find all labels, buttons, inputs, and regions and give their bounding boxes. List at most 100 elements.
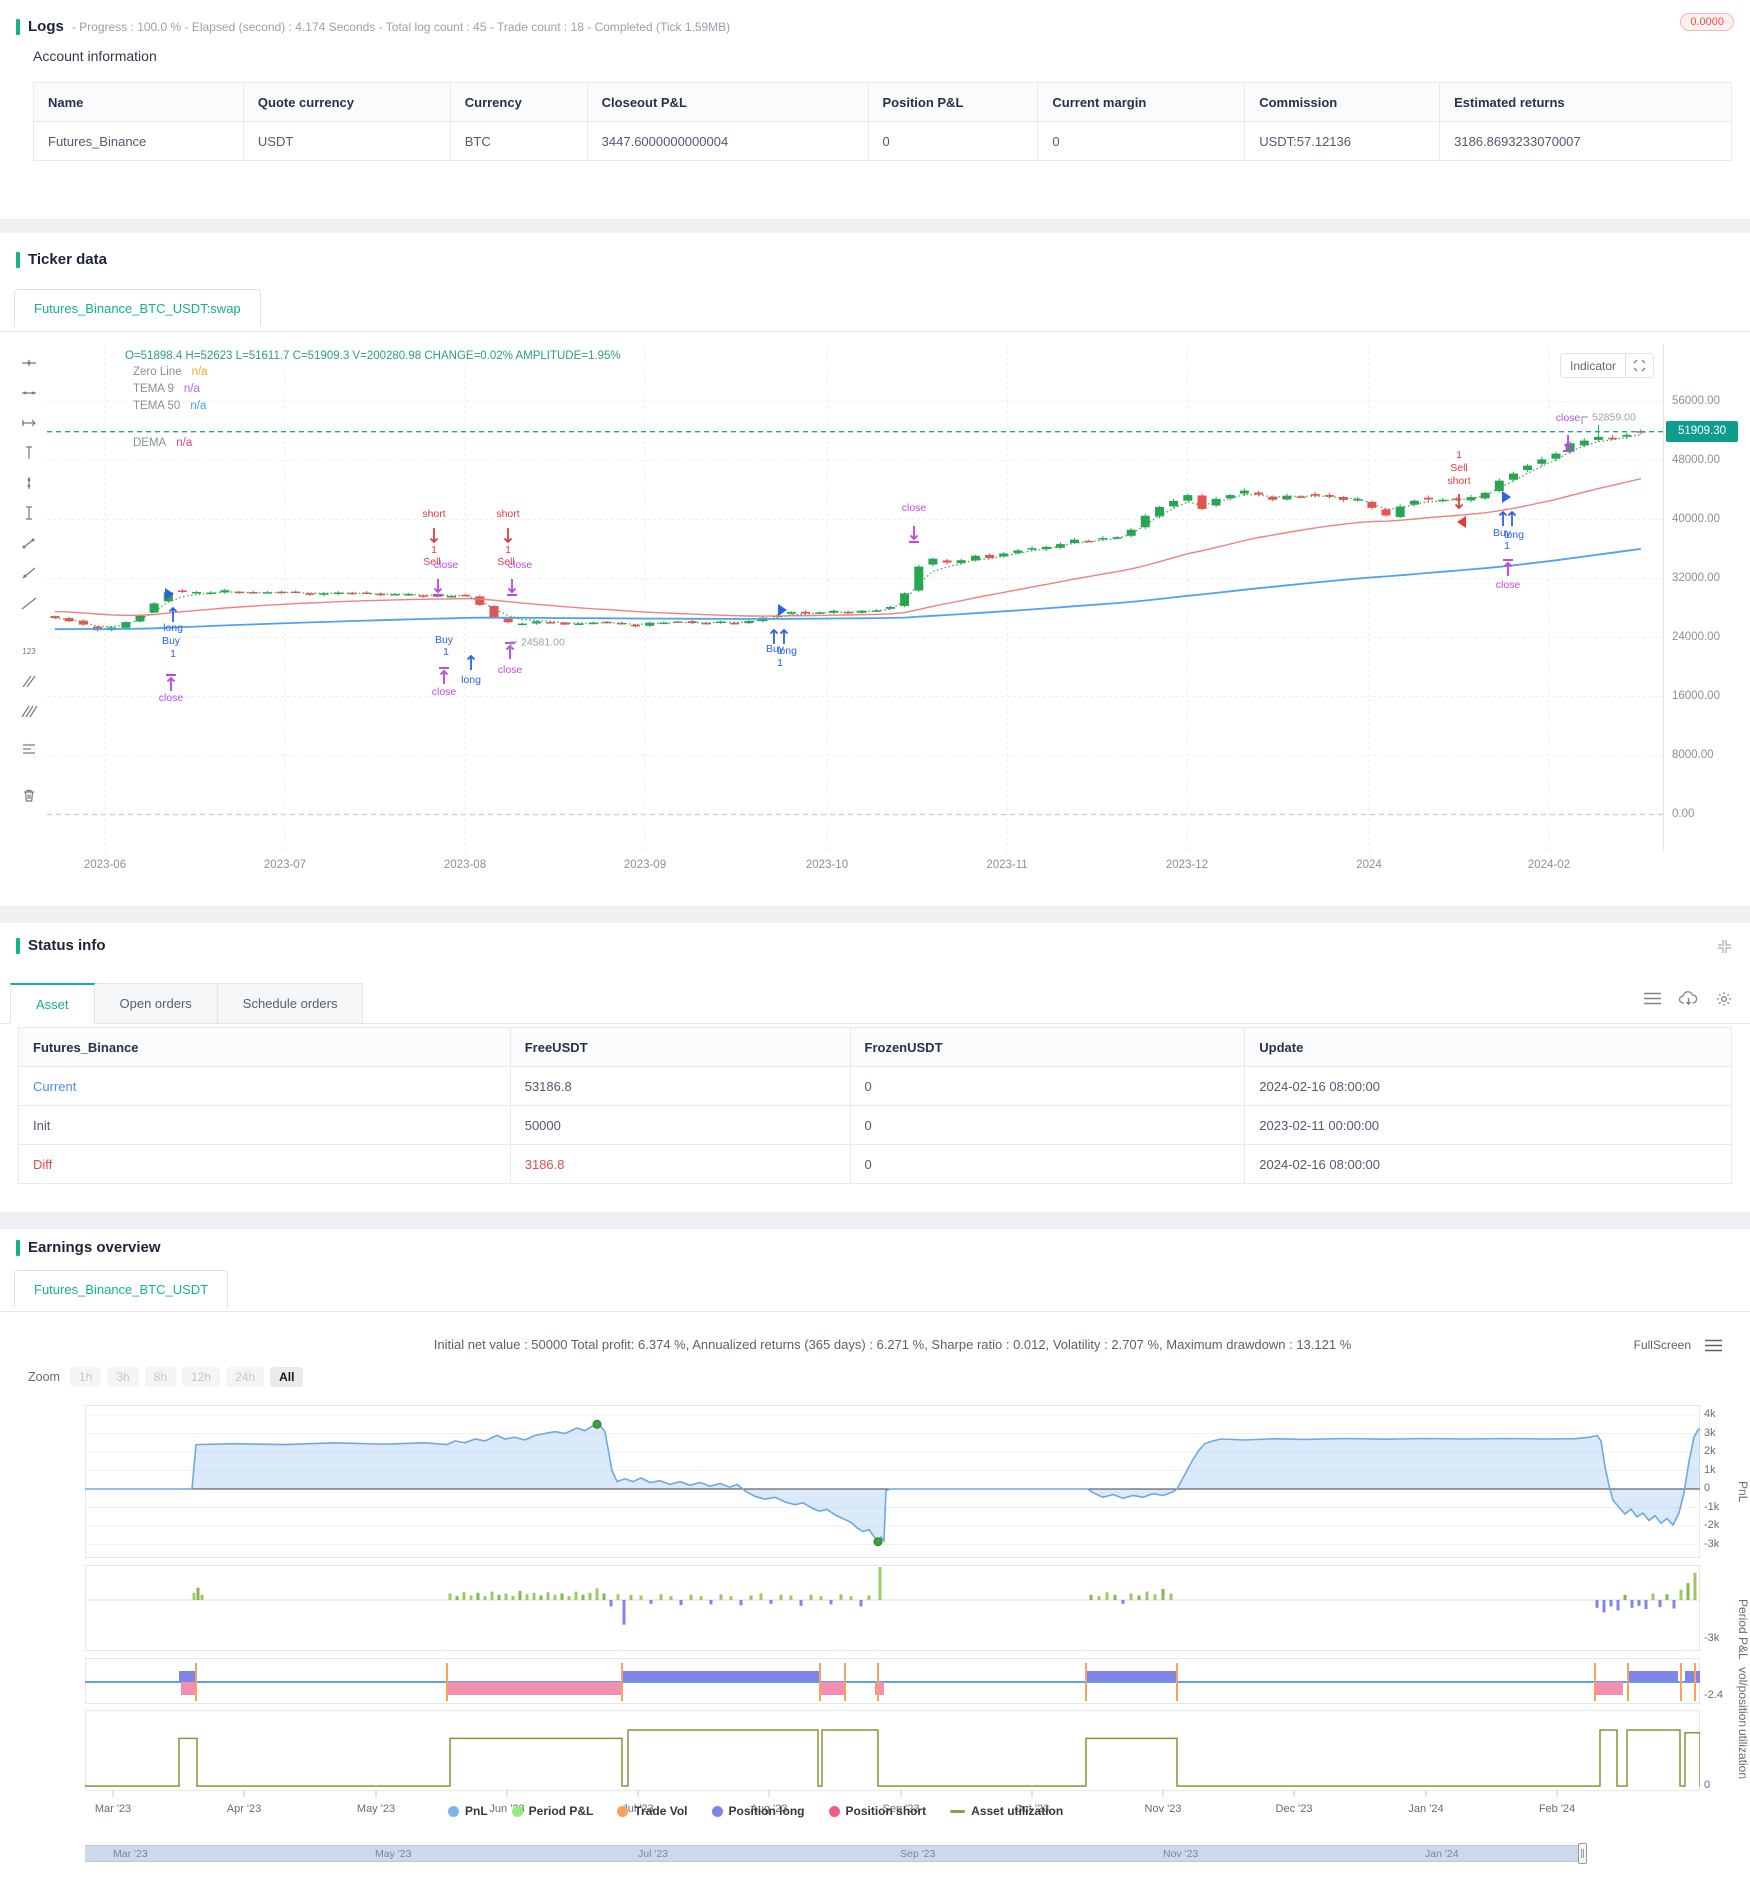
svg-text:Buy: Buy bbox=[1493, 527, 1512, 539]
log-counter-badge[interactable]: 0.0000 bbox=[1680, 13, 1734, 31]
date-tick: 2023-12 bbox=[1165, 859, 1209, 871]
table-row[interactable]: Current 53186.8 0 2024-02-16 08:00:00 bbox=[18, 1066, 1732, 1106]
numbers-icon[interactable]: 123 bbox=[15, 637, 43, 665]
date-tick: 2023-11 bbox=[986, 859, 1028, 871]
legend-item-position-short[interactable]: Position short bbox=[828, 1804, 926, 1818]
svg-text:close: close bbox=[498, 664, 523, 676]
column-header: Quote currency bbox=[242, 82, 451, 122]
panel-axis-title: utilization bbox=[1736, 1729, 1750, 1780]
table-row[interactable]: Diff 3186.8 0 2024-02-16 08:00:00 bbox=[18, 1144, 1732, 1184]
ticker-title: Ticker data bbox=[28, 251, 107, 268]
extended-vline-icon[interactable] bbox=[15, 499, 43, 527]
svg-text:short: short bbox=[1447, 475, 1470, 487]
chart-menu-icon[interactable] bbox=[1705, 1339, 1722, 1352]
svg-text:123: 123 bbox=[22, 647, 36, 656]
pnl-tick: -3k bbox=[1704, 1538, 1720, 1550]
date-tick: 2023-08 bbox=[443, 859, 487, 871]
legend-item-pnl[interactable]: PnL bbox=[448, 1804, 488, 1818]
zoom-button-24h[interactable]: 24h bbox=[226, 1367, 265, 1387]
equity-chart[interactable] bbox=[85, 1405, 1700, 1800]
price-tick: 0.00 bbox=[1672, 808, 1695, 820]
price-tick: 24000.00 bbox=[1672, 631, 1720, 643]
levels-icon[interactable] bbox=[15, 735, 43, 763]
segment-icon[interactable] bbox=[15, 589, 43, 617]
collapse-icon[interactable] bbox=[1717, 939, 1732, 959]
month-tick: Sep '23 bbox=[882, 1803, 920, 1815]
tab-open-orders[interactable]: Open orders bbox=[94, 983, 218, 1024]
table-cell: Diff bbox=[18, 1144, 511, 1184]
zoom-button-1h[interactable]: 1h bbox=[69, 1367, 102, 1387]
month-tick: Nov '23 bbox=[1144, 1803, 1182, 1815]
delete-icon[interactable] bbox=[15, 781, 43, 809]
date-tick: 2023-09 bbox=[623, 859, 667, 871]
price-line-icon[interactable] bbox=[15, 469, 43, 497]
table-cell: 50000 bbox=[509, 1105, 851, 1145]
tab-asset[interactable]: Asset bbox=[10, 983, 95, 1024]
indicator-button[interactable]: Indicator bbox=[1560, 353, 1655, 378]
svg-text:1: 1 bbox=[777, 657, 783, 669]
zoom-button-8h[interactable]: 8h bbox=[144, 1367, 177, 1387]
table-cell: 2023-02-11 00:00:00 bbox=[1244, 1105, 1732, 1145]
month-tick: Dec '23 bbox=[1275, 1803, 1313, 1815]
svg-text:Sell: Sell bbox=[497, 556, 515, 568]
measure-icon[interactable] bbox=[15, 379, 43, 407]
vertical-line-icon[interactable] bbox=[15, 439, 43, 467]
expand-icon[interactable] bbox=[1626, 359, 1653, 372]
svg-text:Buy: Buy bbox=[162, 635, 181, 647]
navigator-month-label: Jul '23 bbox=[638, 1848, 669, 1860]
zoom-button-all[interactable]: All bbox=[270, 1367, 304, 1387]
svg-text:close: close bbox=[432, 686, 457, 698]
tab-futures-binance-btc-usdt-swap[interactable]: Futures_Binance_BTC_USDT:swap bbox=[14, 289, 261, 327]
zoom-button-3h[interactable]: 3h bbox=[107, 1367, 139, 1387]
ray-icon[interactable] bbox=[15, 559, 43, 587]
chart-drawing-toolbar: 123 bbox=[12, 349, 46, 811]
month-tick: Mar '23 bbox=[94, 1803, 132, 1815]
pnl-tick: 0 bbox=[1704, 1482, 1711, 1494]
legend-item-position-long[interactable]: Position long bbox=[711, 1804, 805, 1818]
legend-marker bbox=[711, 1805, 723, 1817]
table-row[interactable]: Futures_Binance USDT BTC 3447.6000000000004… bbox=[33, 121, 1732, 161]
month-tick: May '23 bbox=[356, 1803, 396, 1815]
column-header: Currency bbox=[449, 82, 588, 122]
pitchfork-icon[interactable] bbox=[15, 697, 43, 725]
price-tick: 8000.00 bbox=[1672, 749, 1714, 761]
candlestick-chart[interactable]: longBuy1closeshort1SellcloseBuy1closesho… bbox=[47, 345, 1663, 851]
indicator-readout-dema: DEMA n/a bbox=[133, 437, 193, 449]
asset-table: Futures_Binance FreeUSDT FrozenUSDT Update C… bbox=[18, 1027, 1732, 1184]
navigator-handle[interactable] bbox=[1578, 1843, 1587, 1864]
tab-futures-binance-btc-usdt[interactable]: Futures_Binance_BTC_USDT bbox=[14, 1270, 229, 1308]
date-tick: 2023-07 bbox=[263, 859, 307, 871]
legend-item-trade-vol[interactable]: Trade Vol bbox=[617, 1804, 688, 1818]
pnl-tick: 2k bbox=[1704, 1445, 1716, 1457]
zoom-button-12h[interactable]: 12h bbox=[182, 1367, 221, 1387]
price-tick: 56000.00 bbox=[1672, 395, 1720, 407]
svg-text:1: 1 bbox=[1456, 449, 1462, 461]
svg-text:close: close bbox=[508, 559, 533, 571]
crosshair-icon[interactable] bbox=[15, 349, 43, 377]
zoom-label: Zoom bbox=[28, 1370, 60, 1384]
table-cell: BTC bbox=[449, 121, 588, 161]
fullscreen-label[interactable]: FullScreen bbox=[1633, 1338, 1691, 1352]
gear-icon[interactable] bbox=[1716, 991, 1732, 1012]
navigator-bar[interactable]: Mar '23 May '23 Jul '23 Sep '23 Nov '23 Jan '… bbox=[85, 1845, 1583, 1862]
legend-item-asset-utilization[interactable]: Asset utilization bbox=[950, 1804, 1063, 1818]
legend-marker bbox=[950, 1809, 966, 1813]
parallel-channel-icon[interactable] bbox=[15, 667, 43, 695]
earnings-header: Earnings overview bbox=[16, 1239, 161, 1256]
column-header: Current margin bbox=[1037, 82, 1246, 122]
panel-axis-title: PnL bbox=[1736, 1481, 1750, 1503]
table-cell: 0 bbox=[867, 121, 1039, 161]
legend-item-period-p-l[interactable]: Period P&L bbox=[511, 1804, 593, 1818]
fullscreen-control[interactable]: FullScreen bbox=[1634, 1338, 1722, 1352]
table-cell: 0 bbox=[849, 1066, 1246, 1106]
svg-text:1: 1 bbox=[431, 544, 437, 556]
table-cell: Futures_Binance bbox=[33, 121, 244, 161]
menu-icon[interactable] bbox=[1644, 991, 1661, 1012]
table-row[interactable]: Init 50000 0 2023-02-11 00:00:00 bbox=[18, 1105, 1732, 1145]
cloud-download-icon[interactable] bbox=[1678, 991, 1698, 1012]
column-header: Name bbox=[33, 82, 244, 122]
trend-line-icon[interactable] bbox=[15, 529, 43, 557]
horizontal-ray-icon[interactable] bbox=[15, 409, 43, 437]
legend-marker bbox=[511, 1805, 523, 1817]
tab-schedule-orders[interactable]: Schedule orders bbox=[217, 983, 364, 1024]
